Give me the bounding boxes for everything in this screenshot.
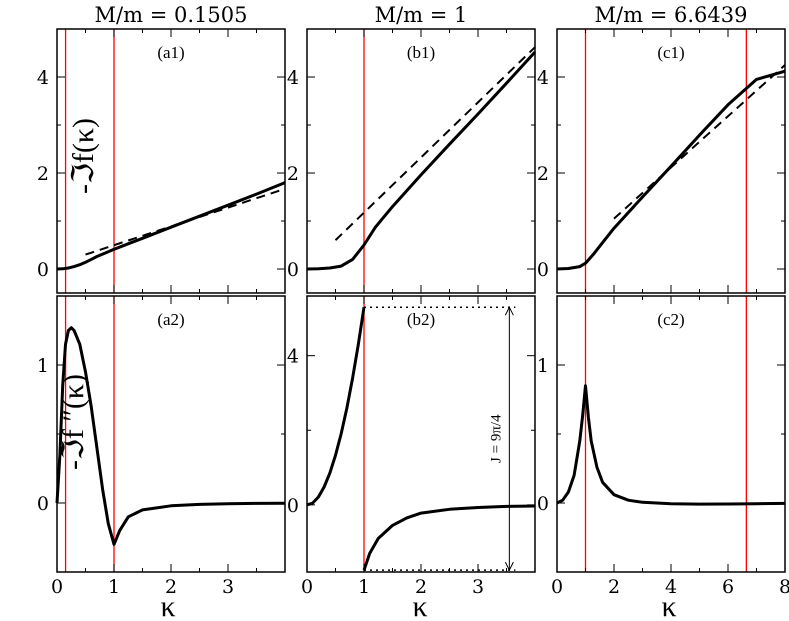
- xtick-label: 0: [551, 576, 563, 598]
- panel-a2: 0 1 0 1 2 3 (a2): [37, 295, 286, 598]
- xlabel-right: κ: [661, 590, 676, 621]
- panel-b1: 0 2 4 (b1) M/m = 1: [287, 3, 537, 294]
- plot-frame-b1: [306, 28, 536, 294]
- xtick-label: 4: [665, 576, 677, 598]
- column-title-a1: M/m = 0.1505: [95, 3, 248, 27]
- series-c1-dashed: [613, 64, 786, 220]
- panel-label-b2: (b2): [407, 310, 435, 329]
- series-c1-solid: [556, 69, 786, 271]
- ylabel-top: -ℑf(κ): [67, 118, 100, 194]
- plot-frame-c1: [556, 28, 786, 294]
- panel-a1: 0 2 4 (a1) M/m = 0.1505: [37, 3, 286, 294]
- ytick-label: 2: [287, 163, 299, 185]
- xtick-label: 2: [608, 576, 620, 598]
- xtick-label: 1: [358, 576, 370, 598]
- series-a1-dashed: [85, 187, 286, 256]
- ytick-label: 0: [37, 259, 49, 281]
- xtick-label: 8: [779, 576, 789, 598]
- ytick-label: 2: [537, 163, 549, 185]
- jump-arrowhead-bottom: [504, 561, 514, 572]
- ytick-label: 1: [37, 355, 49, 377]
- ytick-label: 1: [537, 355, 549, 377]
- panel-c2: 0 1 0 2 4 6 8 (c2): [537, 295, 789, 598]
- series-b1-dashed: [334, 46, 536, 241]
- series-a2-solid: [55, 326, 286, 546]
- ytick-label: 4: [537, 67, 549, 89]
- ytick-label: 0: [537, 259, 549, 281]
- xtick-label: 0: [51, 576, 63, 598]
- panel-label-a2: (a2): [157, 310, 184, 329]
- ytick-label: 2: [37, 163, 49, 185]
- series-b2-solid-right: [362, 504, 536, 571]
- panel-label-c2: (c2): [657, 310, 684, 329]
- xtick-label: 3: [222, 576, 234, 598]
- ytick-label: 4: [287, 67, 299, 89]
- panel-label-c1: (c1): [657, 43, 684, 62]
- ytick-label: 0: [537, 493, 549, 515]
- xtick-label: 3: [472, 576, 484, 598]
- panel-label-b1: (b1): [407, 43, 435, 62]
- ytick-label: 0: [287, 259, 299, 281]
- plot-frame-a2: [56, 295, 286, 573]
- xtick-label: 0: [301, 576, 313, 598]
- column-title-b1: M/m = 1: [375, 3, 468, 27]
- panel-label-a1: (a1): [157, 43, 184, 62]
- ylabel-bottom: -ℑf ″(κ): [57, 374, 90, 470]
- xtick-label: 6: [722, 576, 734, 598]
- ytick-label: 4: [287, 346, 299, 368]
- xtick-label: 2: [415, 576, 427, 598]
- xtick-label: 2: [165, 576, 177, 598]
- panel-c1: 0 2 4 (c1) M/m = 6.6439: [537, 3, 786, 294]
- series-a1-solid: [56, 181, 286, 271]
- series-c2-solid: [556, 384, 786, 506]
- jump-label: J = 9π/4: [488, 414, 504, 463]
- panel-b2: J = 9π/4 0 4 0 1 2 3 (b2): [287, 295, 536, 598]
- xlabel-middle: κ: [412, 590, 427, 621]
- jump-arrowhead-top: [504, 306, 514, 316]
- ytick-label: 0: [287, 495, 299, 517]
- ytick-label: 0: [37, 493, 49, 515]
- xtick-label: 1: [108, 576, 120, 598]
- column-title-c1: M/m = 6.6439: [595, 3, 748, 27]
- series-b1-solid: [306, 50, 537, 271]
- xlabel-left: κ: [160, 590, 175, 621]
- ytick-label: 4: [37, 67, 49, 89]
- series-b2-solid-left: [306, 306, 366, 507]
